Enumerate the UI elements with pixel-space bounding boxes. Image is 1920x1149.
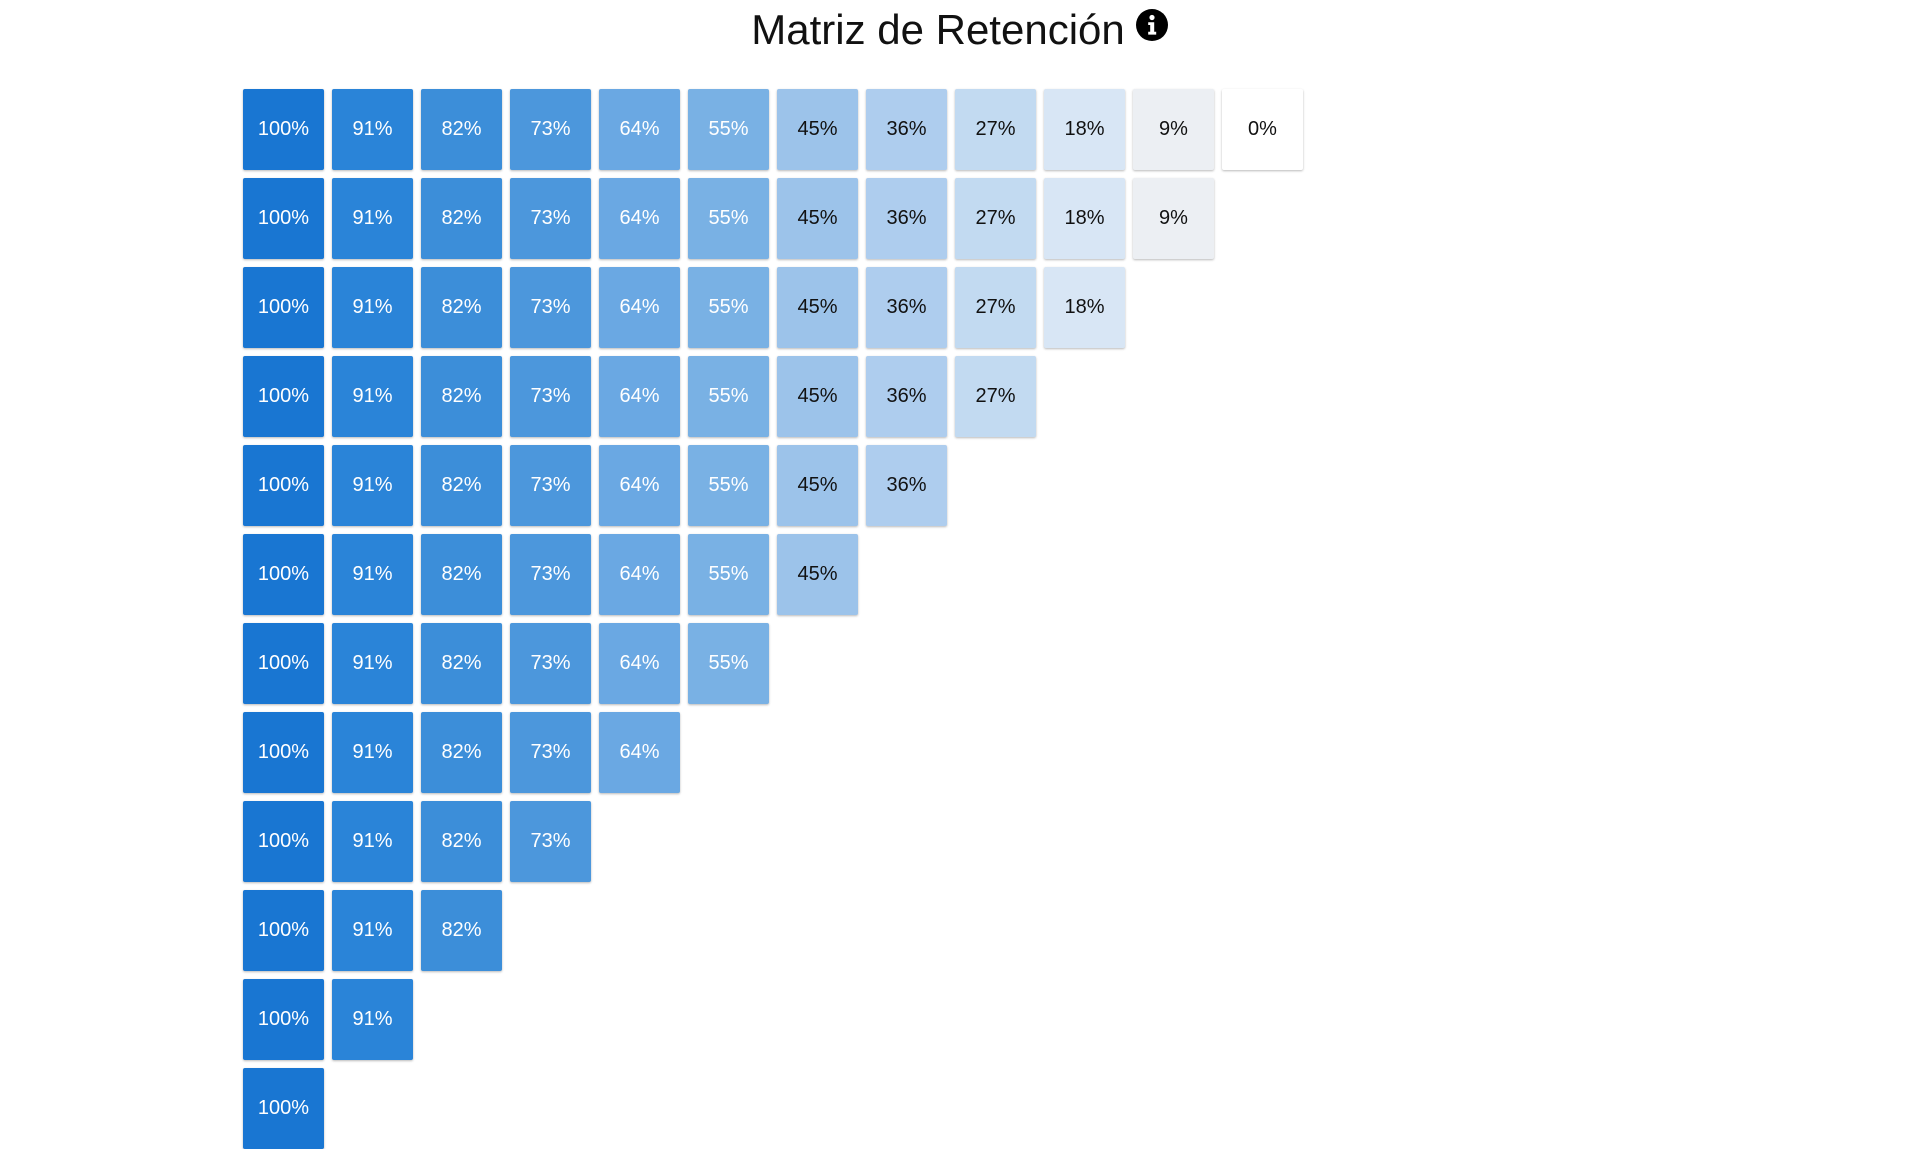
retention-cell[interactable]: 82% — [421, 178, 502, 259]
retention-cell[interactable]: 64% — [599, 178, 680, 259]
retention-cell[interactable]: 64% — [599, 89, 680, 170]
retention-cell[interactable]: 91% — [332, 356, 413, 437]
retention-cell[interactable]: 100% — [243, 89, 324, 170]
retention-cell[interactable]: 18% — [1044, 267, 1125, 348]
retention-cell[interactable]: 45% — [777, 356, 858, 437]
retention-cell[interactable]: 100% — [243, 267, 324, 348]
retention-cell[interactable]: 55% — [688, 623, 769, 704]
retention-cell[interactable]: 64% — [599, 712, 680, 793]
retention-cell[interactable]: 64% — [599, 356, 680, 437]
retention-cell[interactable]: 55% — [688, 445, 769, 526]
retention-cell[interactable]: 36% — [866, 267, 947, 348]
retention-cell[interactable]: 100% — [243, 534, 324, 615]
retention-cell[interactable]: 64% — [599, 534, 680, 615]
retention-cell[interactable]: 100% — [243, 1068, 324, 1149]
retention-cell[interactable]: 9% — [1133, 89, 1214, 170]
retention-cell[interactable]: 73% — [510, 356, 591, 437]
retention-cell[interactable]: 91% — [332, 534, 413, 615]
retention-cell[interactable]: 100% — [243, 712, 324, 793]
retention-cell[interactable]: 73% — [510, 623, 591, 704]
retention-cell[interactable]: 55% — [688, 356, 769, 437]
retention-cell[interactable]: 91% — [332, 623, 413, 704]
retention-cell[interactable]: 100% — [243, 445, 324, 526]
retention-cell[interactable]: 27% — [955, 178, 1036, 259]
retention-cell[interactable]: 82% — [421, 267, 502, 348]
retention-cell[interactable]: 64% — [599, 623, 680, 704]
retention-cell[interactable]: 91% — [332, 979, 413, 1060]
retention-cell[interactable]: 9% — [1133, 178, 1214, 259]
retention-cell[interactable]: 64% — [599, 267, 680, 348]
retention-cell[interactable]: 18% — [1044, 178, 1125, 259]
retention-cell[interactable]: 45% — [777, 267, 858, 348]
retention-cell[interactable]: 36% — [866, 89, 947, 170]
retention-cell[interactable]: 73% — [510, 801, 591, 882]
retention-cell[interactable]: 55% — [688, 89, 769, 170]
info-circle-icon[interactable] — [1135, 8, 1169, 47]
retention-cell[interactable]: 91% — [332, 801, 413, 882]
retention-cell[interactable]: 36% — [866, 178, 947, 259]
retention-cell[interactable]: 82% — [421, 890, 502, 971]
retention-heatmap: 100% 91% 82% 73% 64% 55% 45% 36% 27% 18% 9% 0% 100% 9… — [243, 89, 1303, 1149]
title-bar: Matriz de Retención — [0, 6, 1920, 54]
retention-cell[interactable]: 27% — [955, 267, 1036, 348]
retention-cell[interactable]: 0% — [1222, 89, 1303, 170]
retention-cell[interactable]: 73% — [510, 445, 591, 526]
retention-cell[interactable]: 82% — [421, 623, 502, 704]
retention-cell[interactable]: 91% — [332, 267, 413, 348]
retention-cell[interactable]: 100% — [243, 801, 324, 882]
retention-cell[interactable]: 91% — [332, 890, 413, 971]
retention-cell[interactable]: 100% — [243, 979, 324, 1060]
retention-cell[interactable]: 36% — [866, 445, 947, 526]
page-title: Matriz de Retención — [751, 6, 1125, 53]
retention-cell[interactable]: 73% — [510, 178, 591, 259]
retention-cell[interactable]: 82% — [421, 534, 502, 615]
retention-cell[interactable]: 27% — [955, 89, 1036, 170]
retention-cell[interactable]: 100% — [243, 178, 324, 259]
retention-cell[interactable]: 18% — [1044, 89, 1125, 170]
retention-cell[interactable]: 100% — [243, 623, 324, 704]
retention-cell[interactable]: 91% — [332, 445, 413, 526]
retention-cell[interactable]: 45% — [777, 89, 858, 170]
retention-cell[interactable]: 91% — [332, 89, 413, 170]
retention-cell[interactable]: 73% — [510, 712, 591, 793]
retention-cell[interactable]: 55% — [688, 267, 769, 348]
retention-cell[interactable]: 82% — [421, 89, 502, 170]
retention-cell[interactable]: 64% — [599, 445, 680, 526]
retention-cell[interactable]: 100% — [243, 356, 324, 437]
retention-cell[interactable]: 82% — [421, 445, 502, 526]
retention-cell[interactable]: 73% — [510, 89, 591, 170]
retention-cell[interactable]: 55% — [688, 178, 769, 259]
retention-cell[interactable]: 36% — [866, 356, 947, 437]
retention-cell[interactable]: 82% — [421, 356, 502, 437]
retention-cell[interactable]: 82% — [421, 801, 502, 882]
retention-cell[interactable]: 73% — [510, 267, 591, 348]
retention-cell[interactable]: 45% — [777, 445, 858, 526]
retention-cell[interactable]: 91% — [332, 178, 413, 259]
retention-cell[interactable]: 73% — [510, 534, 591, 615]
retention-cell[interactable]: 91% — [332, 712, 413, 793]
retention-cell[interactable]: 27% — [955, 356, 1036, 437]
retention-cell[interactable]: 100% — [243, 890, 324, 971]
retention-cell[interactable]: 45% — [777, 178, 858, 259]
retention-cell[interactable]: 45% — [777, 534, 858, 615]
retention-cell[interactable]: 55% — [688, 534, 769, 615]
retention-cell[interactable]: 82% — [421, 712, 502, 793]
